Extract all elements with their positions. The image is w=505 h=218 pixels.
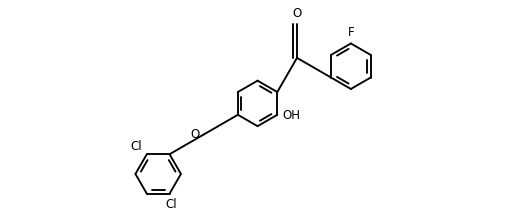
- Text: O: O: [292, 7, 301, 20]
- Text: Cl: Cl: [130, 140, 142, 153]
- Text: Cl: Cl: [165, 198, 177, 211]
- Text: O: O: [190, 128, 199, 141]
- Text: F: F: [347, 26, 353, 39]
- Text: OH: OH: [281, 109, 299, 122]
